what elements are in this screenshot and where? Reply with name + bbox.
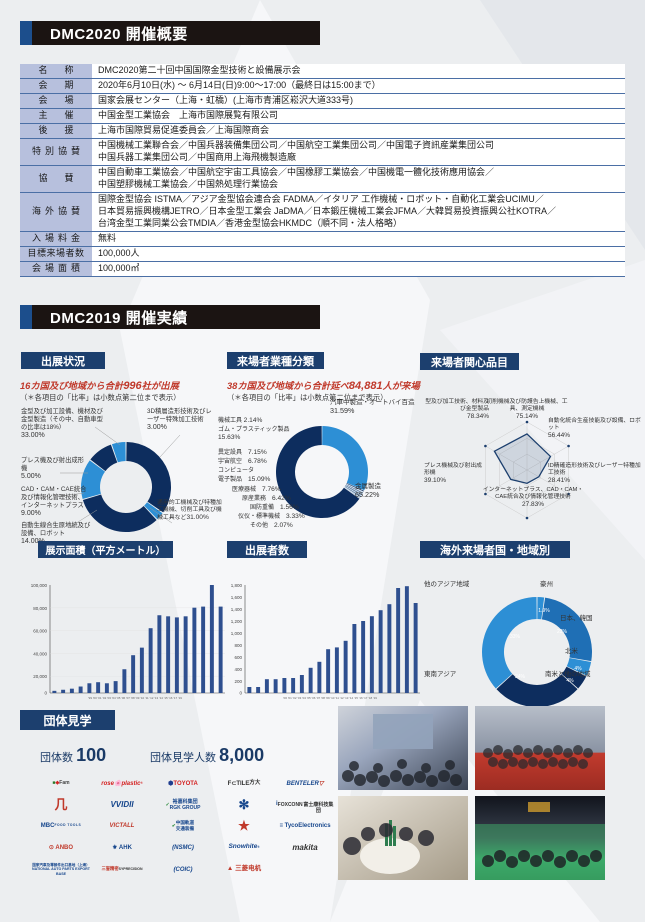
svg-text:1,400: 1,400 <box>231 607 243 612</box>
svg-text:'99 '00 '01 '02 '03 '04 '05 '0: '99 '00 '01 '02 '03 '04 '05 '06 '07 '08 … <box>88 696 182 700</box>
svg-text:60,000: 60,000 <box>33 629 47 634</box>
svg-text:1,200: 1,200 <box>231 619 243 624</box>
svg-text:1,000: 1,000 <box>231 631 243 636</box>
svg-text:0: 0 <box>44 691 47 696</box>
svg-text:1,600: 1,600 <box>231 595 243 600</box>
svg-text:80,000: 80,000 <box>33 606 47 611</box>
svg-text:23%: 23% <box>557 629 568 635</box>
svg-text:1,800: 1,800 <box>231 583 243 588</box>
svg-text:400: 400 <box>234 667 242 672</box>
svg-text:20,000: 20,000 <box>33 674 47 679</box>
svg-text:33%: 33% <box>510 634 521 640</box>
svg-text:24%: 24% <box>515 674 526 680</box>
svg-text:200: 200 <box>234 679 242 684</box>
svg-text:0: 0 <box>239 691 242 696</box>
svg-text:1.9%: 1.9% <box>538 608 550 614</box>
svg-text:'00 '01 '02 '03 '04 '05 '06 '0: '00 '01 '02 '03 '04 '05 '06 '07 '08 '09 … <box>283 696 377 700</box>
svg-text:4%: 4% <box>566 678 574 684</box>
svg-text:600: 600 <box>234 655 242 660</box>
svg-text:800: 800 <box>234 643 242 648</box>
svg-text:100,000: 100,000 <box>31 583 48 588</box>
svg-text:40,000: 40,000 <box>33 651 47 656</box>
